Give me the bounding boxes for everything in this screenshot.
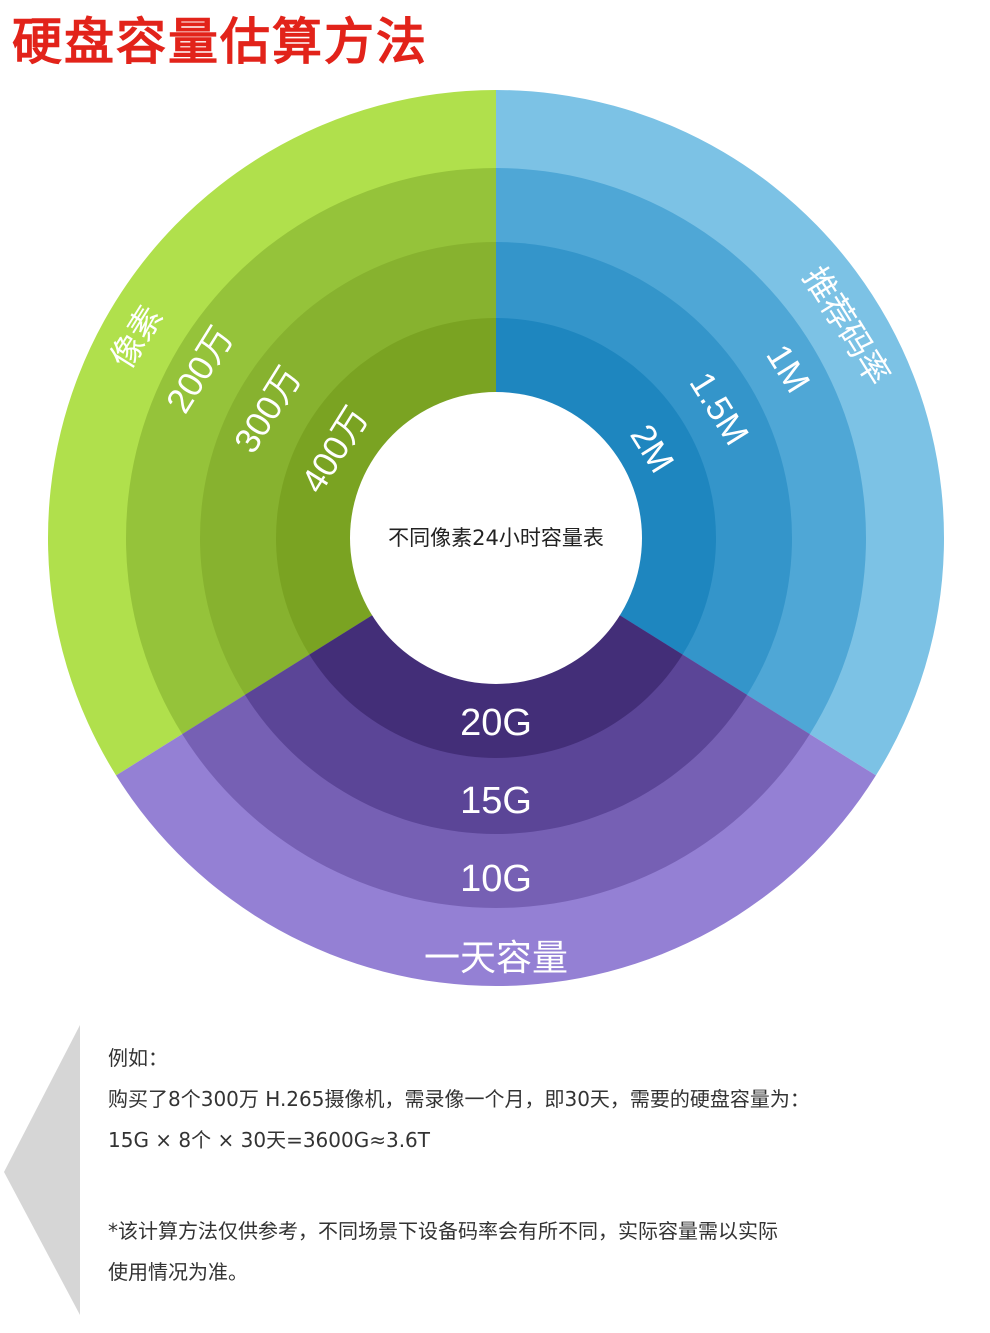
disclaimer-line-1: *该计算方法仅供参考，不同场景下设备码率会有所不同，实际容量需以实际 [108,1219,778,1243]
disclaimer: *该计算方法仅供参考，不同场景下设备码率会有所不同，实际容量需以实际 使用情况为… [108,1211,978,1293]
example-line-1: 购买了8个300万 H.265摄像机，需录像一个月，即30天，需要的硬盘容量为： [108,1087,810,1111]
disclaimer-line-2: 使用情况为准。 [108,1260,248,1284]
example-note: 例如： 购买了8个300万 H.265摄像机，需录像一个月，即30天，需要的硬盘… [108,1038,978,1293]
capacity-label-10g: 10G [460,858,532,900]
capacity-ring-diagram: 不同像素24小时容量表 像素 200万 300万 400万 推荐码率 1M 1.… [47,90,945,987]
example-formula: 15G × 8个 × 30天=3600G≈3.6T [108,1128,431,1152]
example-label: 例如： [108,1046,168,1070]
note-arrow-icon [4,1025,80,1315]
capacity-label-15g: 15G [460,780,532,822]
capacity-heading: 一天容量 [424,938,568,979]
center-label: 不同像素24小时容量表 [388,526,604,550]
center-hole [350,392,642,684]
capacity-label-20g: 20G [460,702,532,744]
page-title: 硬盘容量估算方法 [12,13,428,71]
